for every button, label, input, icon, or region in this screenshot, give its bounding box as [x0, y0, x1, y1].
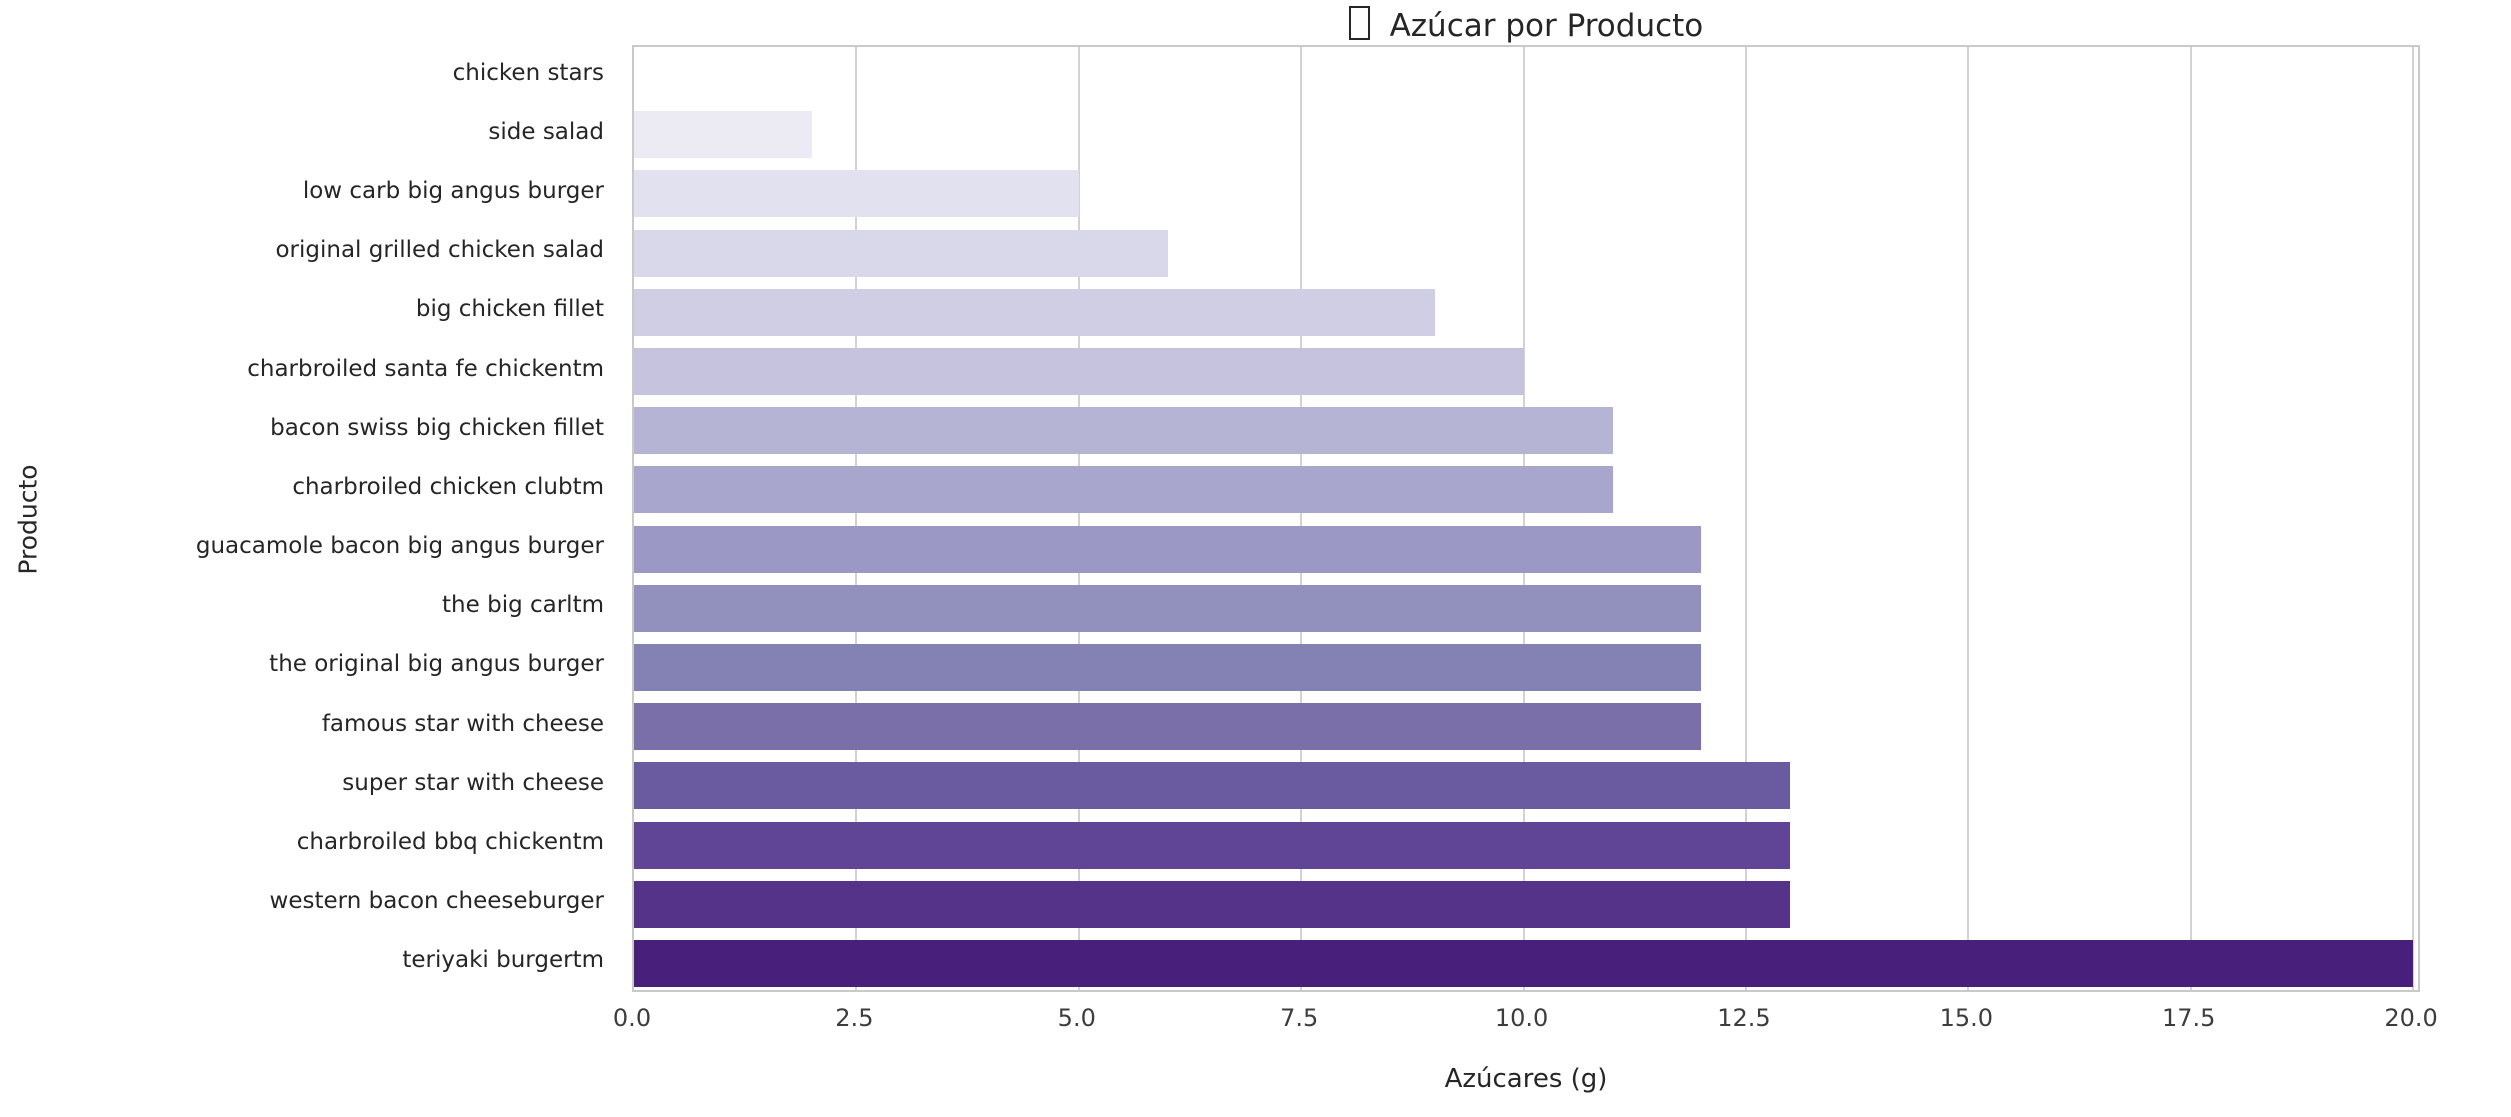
- y-tick-label: the big carltm: [442, 592, 604, 618]
- gridline: [1522, 47, 1525, 990]
- gridline: [2412, 47, 2415, 990]
- bar: [634, 289, 1435, 336]
- x-tick-label: 12.5: [1717, 1004, 1771, 1032]
- y-tick-label: charbroiled chicken clubtm: [292, 474, 604, 500]
- y-tick-labels: chicken stars side salad low carb big angu…: [0, 45, 618, 992]
- x-tick-label: 17.5: [2161, 1004, 2216, 1032]
- bar: [634, 762, 1790, 809]
- chart-title-text: Azúcar por Producto: [1389, 8, 1704, 44]
- bar: [634, 466, 1613, 513]
- y-tick-label: low carb big angus burger: [302, 178, 604, 204]
- gridline: [1300, 47, 1303, 990]
- x-tick-labels: 0.0 2.5 5.0 7.5 10.0 12.5 15.0 17.5 20.0: [0, 1004, 2511, 1044]
- gridline: [1967, 47, 1970, 990]
- x-axis-label: Azúcares (g): [1444, 1064, 1608, 1094]
- chart-title: Azúcar por Producto: [632, 6, 2420, 44]
- x-tick-label: 10.0: [1494, 1004, 1549, 1032]
- y-tick-label: charbroiled santa fe chickentm: [247, 356, 604, 382]
- gridline: [855, 47, 858, 990]
- x-tick-label: 15.0: [1939, 1004, 1994, 1032]
- bar: [634, 881, 1790, 928]
- gridline: [1077, 47, 1080, 990]
- bar: [634, 644, 1701, 691]
- y-tick-label: teriyaki burgertm: [402, 947, 604, 973]
- x-tick-label: 2.5: [835, 1004, 874, 1032]
- bar: [634, 111, 812, 158]
- y-tick-label: the original big angus burger: [269, 651, 604, 677]
- y-tick-label: western bacon cheeseburger: [269, 888, 604, 914]
- bar: [634, 407, 1613, 454]
- bar: [634, 585, 1701, 632]
- y-tick-label: big chicken fillet: [415, 296, 604, 322]
- bar: [634, 940, 2413, 987]
- bar: [634, 170, 1079, 217]
- y-tick-label: charbroiled bbq chickentm: [296, 829, 604, 855]
- bar: [634, 703, 1701, 750]
- y-tick-label: famous star with cheese: [321, 711, 604, 737]
- y-tick-label: side salad: [488, 119, 604, 145]
- bar: [634, 822, 1790, 869]
- bar: [634, 348, 1524, 395]
- x-tick-label: 5.0: [1057, 1004, 1096, 1032]
- gridline: [2189, 47, 2192, 990]
- plot-area: [632, 45, 2420, 992]
- bar: [634, 526, 1701, 573]
- y-tick-label: bacon swiss big chicken fillet: [270, 415, 604, 441]
- x-tick-label: 20.0: [2384, 1004, 2438, 1032]
- y-tick-label: super star with cheese: [342, 770, 604, 796]
- x-tick-label: 7.5: [1280, 1004, 1319, 1032]
- y-tick-label: chicken stars: [452, 60, 604, 86]
- gridline: [1744, 47, 1747, 990]
- y-tick-label: guacamole bacon big angus burger: [195, 533, 604, 559]
- y-tick-label: original grilled chicken salad: [275, 237, 604, 263]
- missing-emoji-glyph-box: [1348, 6, 1370, 40]
- x-tick-label: 0.0: [612, 1004, 652, 1032]
- bar: [634, 230, 1168, 277]
